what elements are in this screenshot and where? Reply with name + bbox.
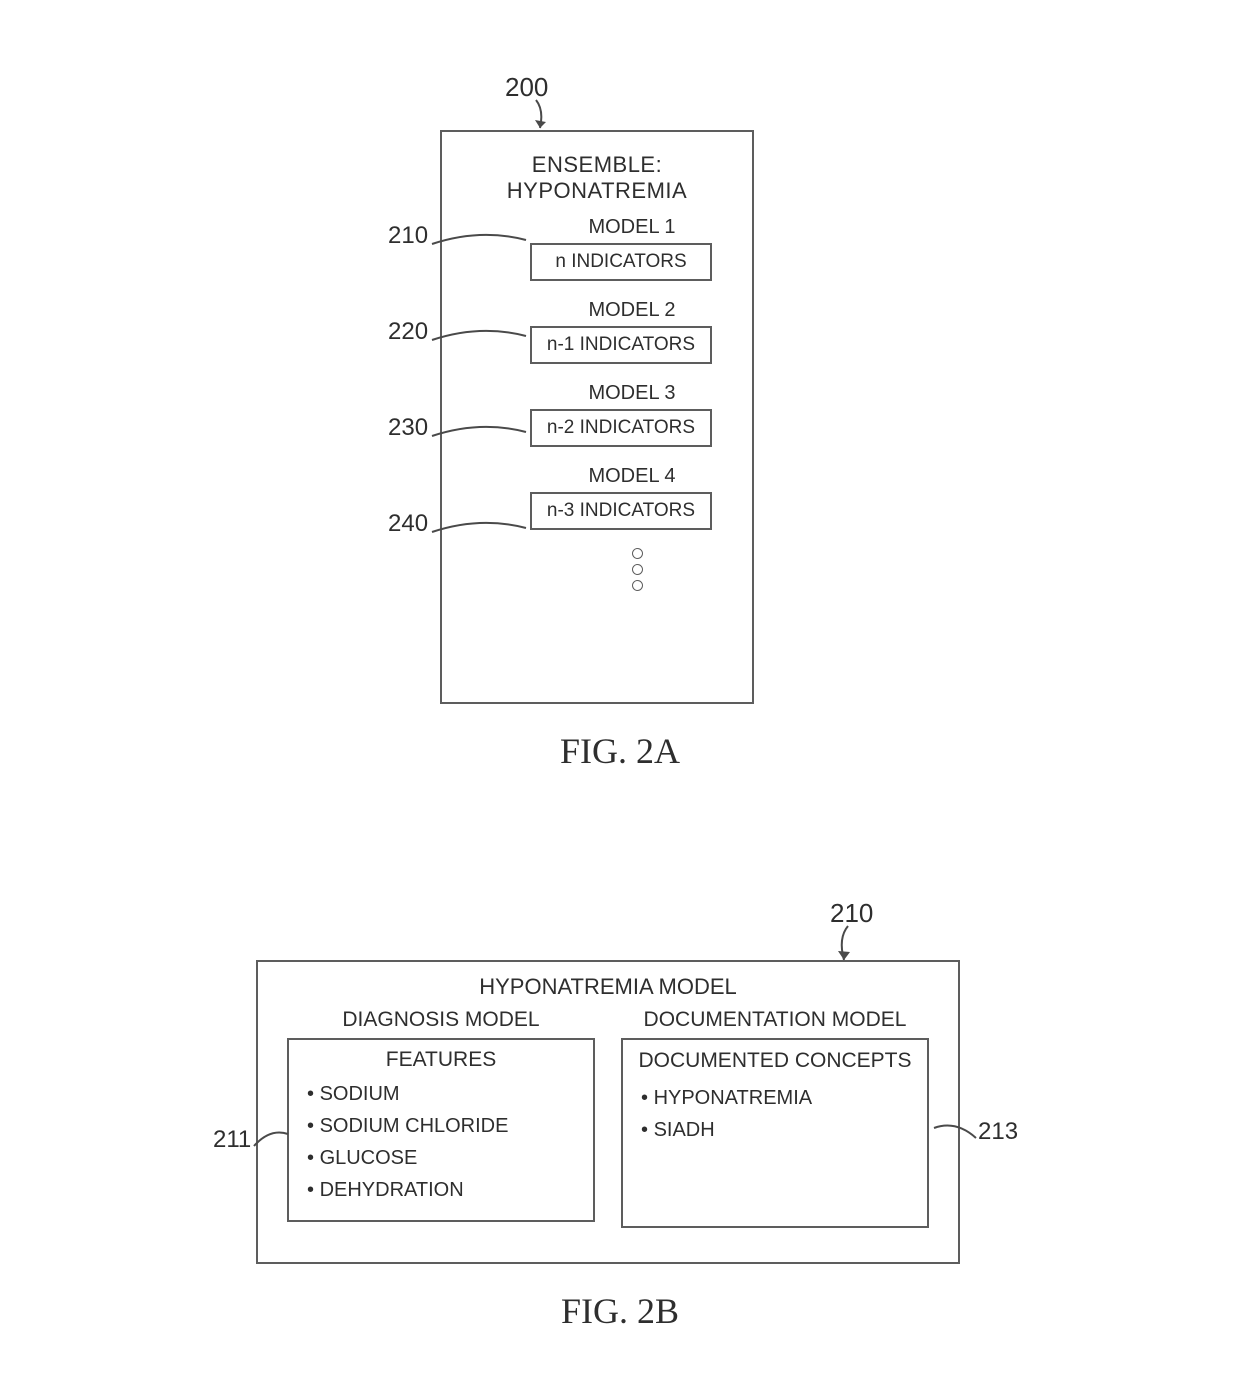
documented-title: DOCUMENTED CONCEPTS — [635, 1048, 915, 1074]
ref-230: 230 — [388, 414, 428, 442]
model-1-indicators: n INDICATORS — [530, 243, 712, 281]
hyponatremia-model-box: HYPONATREMIA MODEL DIAGNOSIS MODEL FEATU… — [256, 960, 960, 1264]
feature-item: GLUCOSE — [307, 1142, 581, 1174]
documented-panel: DOCUMENTED CONCEPTS HYPONATREMIA SIADH — [621, 1038, 929, 1228]
feature-item: DEHYDRATION — [307, 1174, 581, 1206]
diagnosis-col-title: DIAGNOSIS MODEL — [287, 1008, 595, 1032]
ellipsis-icon — [522, 548, 752, 591]
model-3: MODEL 3 n-2 INDICATORS — [442, 382, 752, 447]
model-1-label: MODEL 1 — [512, 216, 752, 239]
features-title: FEATURES — [301, 1048, 581, 1072]
figB-title: HYPONATREMIA MODEL — [258, 974, 958, 1000]
features-list: SODIUM SODIUM CHLORIDE GLUCOSE DEHYDRATI… — [301, 1078, 581, 1206]
documented-item: HYPONATREMIA — [641, 1082, 915, 1114]
documentation-col-title: DOCUMENTATION MODEL — [621, 1008, 929, 1032]
model-3-indicators: n-2 INDICATORS — [530, 409, 712, 447]
ref-211: 211 — [213, 1126, 251, 1154]
model-2: MODEL 2 n-1 INDICATORS — [442, 299, 752, 364]
model-3-label: MODEL 3 — [512, 382, 752, 405]
documented-item: SIADH — [641, 1114, 915, 1146]
fig-2b-caption: FIG. 2B — [0, 1290, 1240, 1332]
ref-213: 213 — [978, 1118, 1018, 1146]
figB-columns: DIAGNOSIS MODEL FEATURES SODIUM SODIUM C… — [258, 1008, 958, 1244]
ref-210b: 210 — [830, 898, 873, 929]
model-2-label: MODEL 2 — [512, 299, 752, 322]
fig-2a-caption: FIG. 2A — [0, 730, 1240, 772]
ensemble-box: ENSEMBLE: HYPONATREMIA MODEL 1 n INDICAT… — [440, 130, 754, 704]
model-2-indicators: n-1 INDICATORS — [530, 326, 712, 364]
model-4-label: MODEL 4 — [512, 465, 752, 488]
model-1: MODEL 1 n INDICATORS — [442, 216, 752, 281]
ensemble-title: ENSEMBLE: HYPONATREMIA — [442, 152, 752, 204]
model-4-indicators: n-3 INDICATORS — [530, 492, 712, 530]
documented-list: HYPONATREMIA SIADH — [635, 1082, 915, 1146]
diagnosis-column: DIAGNOSIS MODEL FEATURES SODIUM SODIUM C… — [287, 1008, 595, 1228]
page: 200 ENSEMBLE: HYPONATREMIA MODEL 1 n IND… — [0, 0, 1240, 1392]
model-4: MODEL 4 n-3 INDICATORS — [442, 465, 752, 530]
feature-item: SODIUM — [307, 1078, 581, 1110]
ref-210: 210 — [388, 222, 428, 250]
ref-200: 200 — [505, 72, 548, 103]
features-panel: FEATURES SODIUM SODIUM CHLORIDE GLUCOSE … — [287, 1038, 595, 1222]
ref-220: 220 — [388, 318, 428, 346]
ref-240: 240 — [388, 510, 428, 538]
feature-item: SODIUM CHLORIDE — [307, 1110, 581, 1142]
documentation-column: DOCUMENTATION MODEL DOCUMENTED CONCEPTS … — [621, 1008, 929, 1228]
